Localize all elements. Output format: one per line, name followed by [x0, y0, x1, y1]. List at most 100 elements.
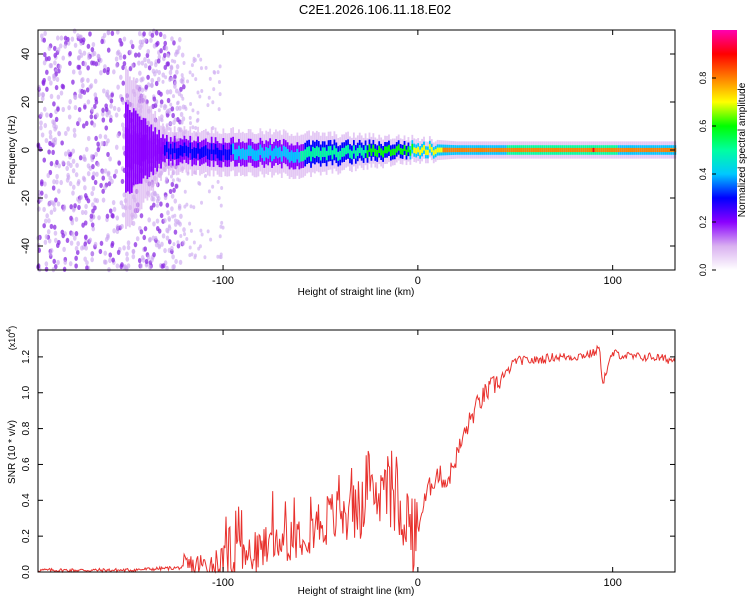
- spectrogram-noise-cell: [146, 74, 150, 80]
- spectrogram-noise-cell: [169, 174, 173, 179]
- spectrogram-noise-cell: [150, 77, 155, 84]
- spectrogram-noise-cell: [156, 195, 161, 202]
- colorbar-tick-label: 0.4: [698, 168, 708, 181]
- spectrogram-noise-cell: [52, 258, 57, 264]
- spectrogram-band-core: [352, 145, 355, 154]
- spectrogram-noise-cell: [94, 96, 98, 102]
- spectrogram-noise-cell: [66, 174, 71, 181]
- spectrogram-noise-cell: [56, 47, 61, 53]
- spectrogram-band-core: [543, 147, 546, 153]
- spectrogram-noise-cell: [185, 202, 189, 207]
- colorbar-tick-label: 0.2: [698, 216, 708, 229]
- spectrogram-noise-cell: [188, 245, 192, 250]
- spectrogram-band-core: [236, 149, 238, 160]
- spectrogram-band-core: [339, 150, 342, 160]
- spectrogram-noise-cell: [77, 198, 82, 204]
- spectrogram-noise-cell: [51, 119, 55, 125]
- spectrogram-noise-cell: [131, 248, 136, 255]
- spectrogram-noise-cell: [52, 179, 56, 185]
- spectrogram-noise-cell: [48, 129, 53, 136]
- spectrogram-noise-cell: [130, 43, 135, 50]
- spectrogram-band-core: [128, 133, 131, 171]
- spectrogram-band-core: [615, 147, 618, 153]
- spectrogram-band-core: [314, 148, 316, 159]
- spectrogram-noise-cell: [197, 181, 201, 186]
- spectrogram-band-core: [483, 147, 486, 153]
- snr-y-tick-label: 1.2: [21, 350, 32, 364]
- spectrogram-noise-cell: [72, 132, 77, 138]
- spectrogram-band-core: [532, 147, 534, 153]
- spectrogram-noise-cell: [147, 217, 151, 223]
- spectrogram-band-core: [438, 147, 441, 153]
- spectrogram-noise-cell: [106, 30, 111, 36]
- spectrogram-noise-cell: [170, 77, 174, 82]
- spectrogram-noise-cell: [36, 242, 41, 249]
- spectrogram-noise-cell: [125, 256, 130, 262]
- spectrogram-band-core: [460, 147, 462, 153]
- spectrogram-band-core: [354, 150, 357, 159]
- spectrogram-noise-cell: [54, 84, 59, 91]
- spectrogram-noise-cell: [66, 160, 71, 166]
- spectrogram-band-core: [639, 147, 642, 153]
- spectrogram-noise-cell: [165, 61, 170, 67]
- spectrogram-noise-cell: [173, 213, 177, 218]
- spectrogram-band-core: [547, 147, 550, 153]
- spectrogram-noise-cell: [42, 157, 47, 163]
- spectrogram-band-core: [288, 152, 291, 163]
- spectrogram-band-core: [641, 147, 644, 153]
- spectrogram-band-core: [333, 145, 336, 155]
- spectrogram-noise-cell: [102, 88, 106, 94]
- spectrogram-y-ticks: 40 20 0 -20 -40: [20, 48, 675, 254]
- spectrogram-noise-cell: [108, 208, 113, 214]
- svg-text:(x104): (x104): [6, 326, 17, 350]
- spectrogram-band-core: [136, 133, 139, 165]
- spectrogram-noise-cell: [176, 240, 180, 245]
- spectrogram-band-core: [436, 147, 439, 153]
- spectrogram-band-core: [230, 144, 233, 155]
- spectrogram-noise-cell: [43, 122, 48, 129]
- spectrogram-noise-cell: [167, 217, 171, 222]
- spectrogram-noise-cell: [98, 57, 103, 64]
- spectrogram-noise-cell: [47, 45, 52, 51]
- spectrogram-noise-cell: [208, 76, 212, 81]
- spectrogram-noise-cell: [120, 262, 124, 268]
- spectrogram-noise-cell: [61, 55, 66, 61]
- spectrogram-band-core: [245, 149, 248, 160]
- spectrogram-noise-cell: [175, 64, 180, 70]
- spectrogram-band-core: [448, 147, 451, 153]
- spectrogram-band-core: [191, 148, 194, 160]
- spectrogram-noise-cell: [150, 192, 154, 198]
- snr-y-ticks: 0.0 0.2 0.4 0.6 0.8 1.0 1.2: [21, 350, 675, 579]
- spectrogram-noise-cell: [62, 246, 66, 252]
- spectrogram-noise-cell: [173, 198, 178, 204]
- spectrogram-noise-cell: [83, 209, 88, 216]
- spectrogram-noise-cell: [169, 102, 173, 107]
- spectrogram-band-core: [647, 147, 649, 153]
- spectrogram-noise-cell: [40, 190, 44, 196]
- spectrogram-noise-cell: [154, 235, 158, 240]
- spectrogram-band-core: [360, 147, 363, 156]
- spectrogram-band-core: [617, 147, 620, 153]
- spectrogram-band-core: [127, 128, 129, 168]
- spectrogram-band-core: [584, 147, 587, 153]
- spectrogram-noise-cell: [137, 257, 142, 264]
- spectrogram-band-core: [388, 144, 390, 152]
- spectrogram-band-core: [206, 148, 209, 160]
- spectrogram-noise-cell: [60, 83, 65, 89]
- spectrogram-noise-cell: [89, 83, 94, 89]
- spectrogram-noise-cell: [150, 82, 154, 88]
- spectrogram-noise-cell: [83, 193, 88, 199]
- spectrogram-noise-cell: [108, 117, 113, 123]
- spectrogram-noise-cell: [63, 259, 68, 265]
- spectrogram-noise-cell: [44, 266, 49, 272]
- spectrogram-noise-cell: [142, 234, 147, 241]
- spectrogram-noise-cell: [150, 257, 154, 263]
- spectrogram-noise-cell: [115, 215, 120, 221]
- spectrogram-y-label: Frequency (Hz): [7, 116, 18, 185]
- spectrogram-noise-cell: [149, 205, 154, 211]
- spectrogram-noise-cell: [193, 57, 197, 62]
- spectrogram-noise-cell: [90, 251, 95, 257]
- spectrogram-band-core: [356, 147, 359, 157]
- spectrogram-noise-cell: [103, 185, 107, 191]
- snr-y-tick-label: 0.8: [21, 421, 32, 435]
